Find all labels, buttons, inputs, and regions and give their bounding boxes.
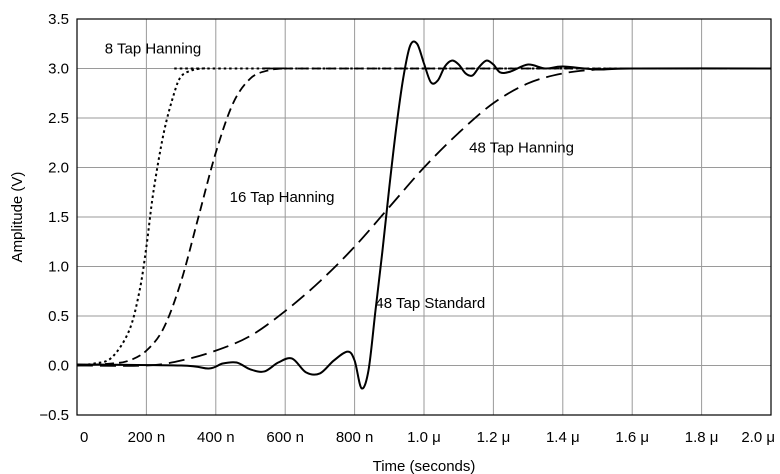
- series-label-3: 48 Tap Standard: [375, 295, 485, 312]
- series-layer: [76, 40, 772, 390]
- series-line-48-tap-standard: [76, 40, 772, 390]
- x-tick-label-5: 1.0 μ: [407, 429, 441, 446]
- series-line-8-tap-hanning: [76, 67, 771, 367]
- y-tick-label-7: 3.0: [48, 61, 69, 78]
- annotations: 8 Tap Hanning 16 Tap Hanning 48 Tap Hannin…: [105, 41, 574, 312]
- x-tick-label-6: 1.2 μ: [477, 429, 511, 446]
- y-tick-label-6: 2.5: [48, 110, 69, 127]
- series-line-48-tap-hanning: [76, 67, 772, 367]
- y-tick-labels: −0.5 0.0 0.5 1.0 1.5 2.0 2.5 3.0 3.5: [39, 11, 69, 424]
- plot-frame: [76, 18, 772, 416]
- y-tick-label-0: −0.5: [39, 407, 69, 424]
- x-tick-label-8: 1.6 μ: [615, 429, 649, 446]
- x-tick-labels: 0 200 n 400 n 600 n 800 n 1.0 μ 1.2 μ 1.4 μ 1.6 …: [80, 429, 775, 446]
- x-tick-label-0: 0: [80, 429, 88, 446]
- x-axis-label: Time (seconds): [373, 458, 476, 474]
- y-tick-label-2: 0.5: [48, 308, 69, 325]
- y-tick-label-1: 0.0: [48, 358, 69, 375]
- y-tick-label-8: 3.5: [48, 11, 69, 28]
- y-tick-label-3: 1.0: [48, 259, 69, 276]
- y-axis-label: Amplitude (V): [9, 172, 26, 263]
- x-tick-label-3: 600 n: [266, 429, 304, 446]
- x-tick-label-2: 400 n: [197, 429, 235, 446]
- x-tick-label-4: 800 n: [336, 429, 374, 446]
- x-tick-label-1: 200 n: [128, 429, 166, 446]
- series-label-1: 16 Tap Hanning: [230, 189, 335, 206]
- x-tick-label-10: 2.0 μ: [741, 429, 775, 446]
- series-label-2: 48 Tap Hanning: [469, 140, 574, 157]
- y-tick-label-5: 2.0: [48, 160, 69, 177]
- series-line-16-tap-hanning: [76, 67, 771, 367]
- series-label-0: 8 Tap Hanning: [105, 41, 201, 58]
- x-tick-label-7: 1.4 μ: [546, 429, 580, 446]
- y-tick-label-4: 1.5: [48, 209, 69, 226]
- x-tick-label-9: 1.8 μ: [685, 429, 719, 446]
